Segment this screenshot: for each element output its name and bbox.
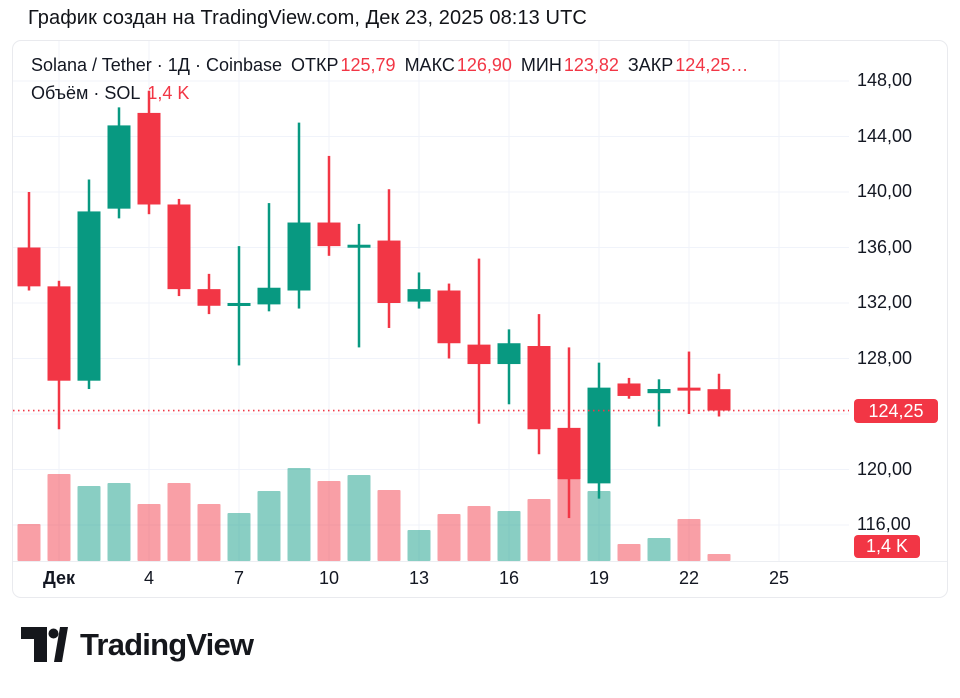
volume-bar — [227, 513, 251, 561]
time-axis-label: 10 — [318, 568, 340, 588]
candle-body — [677, 387, 701, 391]
volume-bar — [137, 504, 161, 561]
volume-bar — [647, 538, 671, 561]
tradingview-logo-text: TradingView — [80, 627, 254, 662]
candle-body — [527, 346, 551, 430]
volume-bar — [527, 499, 551, 561]
candle-wick — [297, 122, 301, 309]
chart-legend: Solana / Tether · 1Д · Coinbase ОТКР 125,7… — [31, 51, 748, 107]
price-axis-label: 148,00 — [857, 70, 913, 90]
price-axis-label: 120,00 — [857, 458, 913, 479]
time-axis-label: 22 — [678, 568, 700, 588]
volume-bar — [587, 491, 611, 561]
candle-body — [197, 289, 221, 306]
volume-bar — [707, 554, 731, 561]
candle-wick — [507, 329, 511, 405]
volume-value: 1,4 K — [147, 83, 190, 103]
candle-body — [467, 344, 491, 365]
candle-wick — [477, 258, 481, 424]
time-axis-label: 4 — [143, 568, 154, 588]
ohlc-value: 124,25… — [675, 55, 749, 75]
volume-bar — [467, 506, 491, 561]
price-axis-label: 128,00 — [857, 347, 913, 368]
candle-body — [107, 125, 131, 209]
volume-bar — [77, 486, 101, 561]
volume-bar — [197, 504, 221, 561]
candle-body — [137, 112, 161, 205]
volume-badge: 1,4 K — [854, 535, 920, 558]
time-axis-label: 7 — [233, 568, 244, 588]
candle-body — [317, 222, 341, 247]
candle-wick — [327, 155, 331, 256]
candle-body — [407, 289, 431, 302]
candle-body — [707, 389, 731, 411]
candle-body — [557, 427, 581, 480]
time-axis-label: 13 — [408, 568, 430, 588]
ohlc-value: 125,79 — [340, 55, 396, 75]
chart-card: Solana / Tether · 1Д · Coinbase ОТКР 125,7… — [12, 40, 948, 598]
candle-wick — [687, 351, 691, 414]
volume-bar — [497, 511, 521, 561]
candle-wick — [27, 192, 31, 291]
last-price-badge: 124,25 — [854, 398, 938, 423]
candle-body — [167, 204, 191, 290]
volume-bar — [617, 544, 641, 561]
time-axis-label: 19 — [588, 568, 610, 588]
ohlc-label: МАКС — [404, 55, 455, 75]
candle-body — [257, 287, 281, 305]
candle-body — [47, 286, 71, 381]
candle-body — [647, 389, 671, 394]
volume-bar — [167, 483, 191, 561]
candle-wick — [657, 379, 661, 427]
candle-body — [437, 290, 461, 344]
volume-bar — [347, 475, 371, 561]
candle-body — [287, 222, 311, 291]
tradingview-logo: TradingView — [21, 627, 254, 663]
price-axis-label: 136,00 — [857, 236, 913, 257]
legend-volume-row: Объём · SOL 1,4 K — [31, 79, 748, 107]
time-axis-label: Дек — [42, 568, 76, 588]
ohlc-value: 126,90 — [456, 55, 512, 75]
candle-wick — [267, 203, 271, 312]
volume-bar — [317, 481, 341, 561]
snapshot-caption: График создан на TradingView.com, Дек 23… — [28, 7, 587, 29]
chart-canvas[interactable] — [13, 41, 948, 598]
volume-bar — [257, 491, 281, 561]
legend-symbol-row: Solana / Tether · 1Д · Coinbase ОТКР 125,7… — [31, 51, 748, 79]
time-axis-label: 16 — [498, 568, 520, 588]
candle-body — [377, 240, 401, 303]
symbol-title: Solana / Tether · 1Д · Coinbase — [31, 55, 282, 75]
ohlc-value: 123,82 — [563, 55, 619, 75]
volume-bar — [557, 479, 581, 561]
volume-label: Объём · SOL — [31, 83, 141, 103]
volume-bar — [377, 490, 401, 561]
price-axis-label: 140,00 — [857, 181, 913, 201]
candle-body — [227, 303, 251, 306]
ohlc-values: ОТКР 125,79 МАКС 126,90 МИН 123,82 ЗАКР 124,25… — [282, 55, 748, 75]
candle-body — [587, 387, 611, 484]
ohlc-label: ЗАКР — [627, 55, 674, 75]
volume-bar — [47, 474, 71, 561]
price-axis-label: 132,00 — [857, 292, 913, 312]
candle-body — [347, 244, 371, 248]
volume-bar — [437, 514, 461, 561]
time-axis-label: 25 — [768, 568, 790, 588]
candle-body — [617, 383, 641, 396]
price-axis-label: 144,00 — [857, 125, 913, 146]
candle-body — [77, 211, 101, 381]
tradingview-logo-icon — [21, 627, 68, 662]
ohlc-label: ОТКР — [291, 55, 339, 75]
candle-wick — [357, 223, 361, 348]
volume-bar — [107, 483, 131, 561]
volume-bar — [407, 530, 431, 561]
price-axis-label: 116,00 — [857, 514, 911, 534]
ohlc-label: МИН — [520, 55, 562, 75]
volume-bar — [287, 468, 311, 561]
volume-bar — [677, 519, 701, 561]
candle-body — [497, 343, 521, 365]
volume-bar — [17, 524, 41, 561]
candle-body — [17, 247, 41, 287]
